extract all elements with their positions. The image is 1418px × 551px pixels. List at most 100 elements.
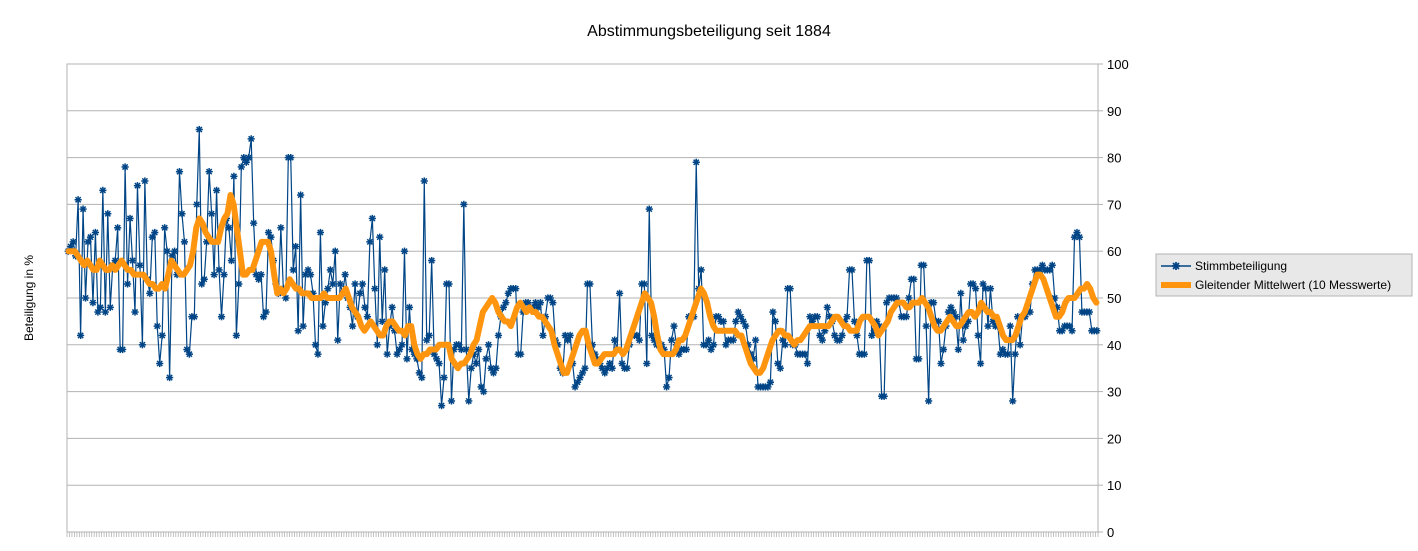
data-point: [299, 322, 307, 330]
data-point: [697, 266, 705, 274]
data-point: [771, 317, 779, 325]
data-point: [146, 289, 154, 297]
data-point: [190, 313, 198, 321]
data-point: [101, 308, 109, 316]
data-point: [311, 341, 320, 349]
data-point: [920, 261, 928, 269]
data-point: [492, 364, 500, 372]
data-point: [121, 163, 129, 171]
data-point: [937, 359, 945, 368]
data-point: [714, 313, 723, 321]
data-point: [1011, 350, 1019, 358]
data-point: [781, 341, 789, 349]
data-point: [615, 289, 624, 297]
data-point: [742, 322, 750, 330]
data-point: [230, 172, 238, 180]
data-point: [905, 294, 913, 302]
data-point: [131, 308, 139, 316]
data-point: [245, 154, 253, 162]
data-point: [119, 345, 127, 354]
data-point: [1068, 327, 1076, 335]
data-point: [161, 224, 169, 232]
data-point: [902, 313, 910, 321]
y-tick-label: 70: [1107, 197, 1121, 212]
data-point: [331, 247, 339, 255]
data-point: [74, 196, 82, 204]
grid-lines: [67, 63, 1098, 533]
data-point: [494, 331, 503, 340]
data-point: [517, 350, 525, 358]
data-point: [138, 341, 147, 349]
data-point: [381, 266, 389, 274]
data-point: [405, 303, 414, 311]
data-point: [378, 317, 386, 325]
data-point: [440, 373, 448, 382]
data-point: [287, 154, 295, 162]
data-point: [250, 219, 258, 227]
data-point: [447, 397, 456, 405]
data-point: [136, 261, 144, 269]
data-point: [801, 350, 809, 358]
data-point: [314, 350, 322, 358]
data-point: [114, 224, 122, 232]
legend-marker-stimmbeteiligung: [1172, 262, 1180, 270]
data-point: [539, 331, 547, 340]
data-point: [156, 359, 164, 368]
data-point: [282, 294, 290, 302]
data-point: [769, 308, 777, 316]
data-point: [667, 336, 676, 344]
data-point: [467, 364, 475, 372]
data-point: [180, 238, 189, 246]
y-tick-label: 80: [1107, 151, 1121, 166]
data-point: [719, 317, 728, 325]
data-point: [388, 303, 396, 311]
data-point: [86, 233, 95, 241]
data-point: [126, 214, 134, 223]
data-point: [915, 355, 923, 363]
data-point: [536, 299, 545, 307]
data-point: [210, 271, 218, 279]
data-point: [319, 322, 327, 330]
data-point: [843, 313, 851, 321]
data-point: [225, 224, 233, 232]
data-point: [910, 275, 918, 283]
data-point: [645, 205, 653, 213]
data-point: [475, 345, 483, 354]
x-axis-ticks: [66, 532, 1099, 537]
legend: Stimmbeteiligung Gleitender Mittelwert (…: [1155, 253, 1413, 297]
data-point: [502, 299, 510, 307]
legend-box: [1155, 253, 1413, 297]
data-point: [220, 271, 228, 279]
data-point: [334, 336, 342, 344]
markers-stimmbeteiligung: [64, 125, 1101, 410]
data-point: [257, 271, 265, 279]
data-point: [662, 383, 671, 391]
data-point: [865, 256, 873, 265]
data-point: [848, 266, 856, 274]
data-point: [205, 168, 213, 176]
data-point: [925, 397, 933, 405]
data-point: [929, 299, 938, 307]
data-point: [69, 238, 77, 246]
data-point: [1004, 350, 1012, 358]
y-tick-label: 60: [1107, 244, 1121, 259]
data-point: [371, 285, 379, 293]
data-point: [89, 299, 97, 307]
data-point: [178, 210, 186, 218]
data-point: [1006, 322, 1014, 330]
data-point: [623, 364, 631, 372]
data-point: [403, 355, 411, 363]
data-point: [292, 242, 300, 251]
data-point: [682, 345, 690, 354]
data-point: [247, 135, 255, 143]
data-point: [324, 285, 332, 293]
data-point: [860, 350, 868, 358]
data-point: [306, 271, 315, 279]
data-point: [460, 200, 468, 208]
chart-title: Abstimmungsbeteiligung seit 1884: [587, 23, 831, 40]
data-point: [356, 289, 364, 297]
data-point: [262, 308, 270, 316]
data-point: [227, 256, 236, 265]
data-point: [974, 331, 982, 340]
